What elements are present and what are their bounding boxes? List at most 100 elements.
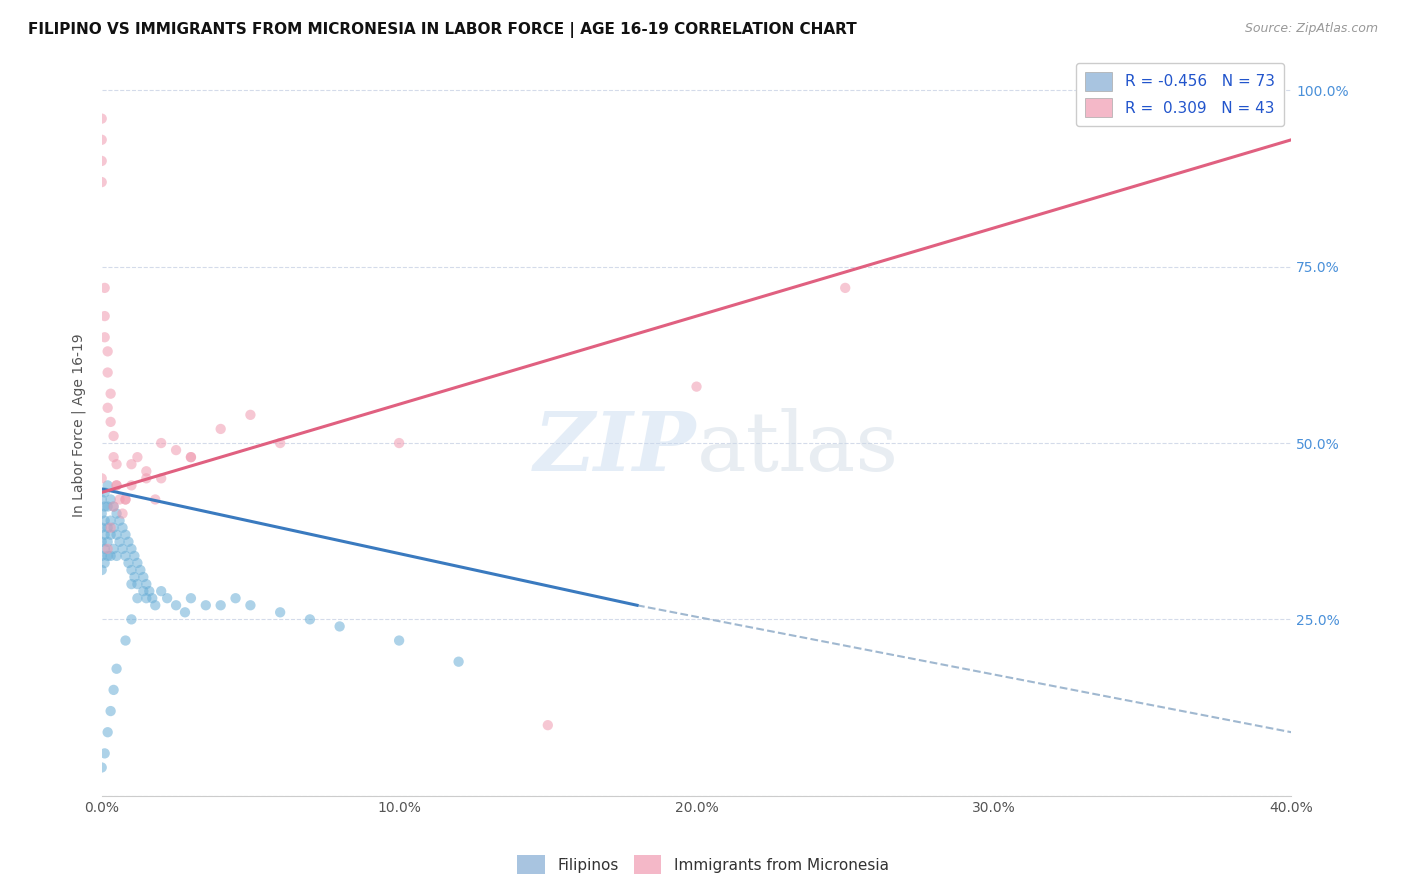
Point xyxy=(97,534,120,549)
Point xyxy=(100,527,122,541)
Point xyxy=(127,591,149,606)
Point xyxy=(111,541,134,556)
Point xyxy=(150,584,173,599)
Point xyxy=(120,541,142,556)
Point xyxy=(97,344,120,359)
Point xyxy=(225,591,247,606)
Point xyxy=(114,527,136,541)
Point xyxy=(97,549,120,563)
Point xyxy=(105,549,128,563)
Point xyxy=(117,556,139,570)
Point xyxy=(388,633,411,648)
Point xyxy=(93,500,115,514)
Point xyxy=(108,514,131,528)
Point xyxy=(141,591,163,606)
Point xyxy=(105,478,128,492)
Point xyxy=(90,760,112,774)
Point xyxy=(97,500,120,514)
Point xyxy=(97,401,120,415)
Point xyxy=(180,450,202,465)
Point xyxy=(120,612,142,626)
Point xyxy=(114,549,136,563)
Point xyxy=(117,534,139,549)
Point xyxy=(114,633,136,648)
Point xyxy=(129,563,152,577)
Point xyxy=(103,500,125,514)
Point xyxy=(143,492,166,507)
Point xyxy=(90,112,112,126)
Point xyxy=(120,478,142,492)
Point xyxy=(180,450,202,465)
Point xyxy=(174,605,197,619)
Point xyxy=(90,549,112,563)
Point xyxy=(298,612,321,626)
Point xyxy=(105,478,128,492)
Point xyxy=(114,492,136,507)
Point xyxy=(209,599,232,613)
Point xyxy=(100,386,122,401)
Point xyxy=(135,577,157,591)
Point xyxy=(124,549,146,563)
Point xyxy=(150,471,173,485)
Point xyxy=(114,492,136,507)
Point xyxy=(103,682,125,697)
Point xyxy=(93,485,115,500)
Point xyxy=(90,521,112,535)
Point xyxy=(97,521,120,535)
Point xyxy=(135,471,157,485)
Point xyxy=(103,450,125,465)
Point xyxy=(93,309,115,323)
Point xyxy=(103,541,125,556)
Legend: Filipinos, Immigrants from Micronesia: Filipinos, Immigrants from Micronesia xyxy=(512,849,894,880)
Point xyxy=(388,436,411,450)
Point xyxy=(165,599,187,613)
Point xyxy=(90,133,112,147)
Point xyxy=(105,457,128,471)
Point xyxy=(124,570,146,584)
Point xyxy=(90,563,112,577)
Legend: R = -0.456   N = 73, R =  0.309   N = 43: R = -0.456 N = 73, R = 0.309 N = 43 xyxy=(1076,62,1284,126)
Point xyxy=(90,534,112,549)
Point xyxy=(127,577,149,591)
Point xyxy=(120,457,142,471)
Point xyxy=(120,577,142,591)
Point xyxy=(100,514,122,528)
Point xyxy=(93,527,115,541)
Point xyxy=(90,153,112,168)
Point xyxy=(100,704,122,718)
Point xyxy=(93,747,115,761)
Point xyxy=(93,281,115,295)
Point xyxy=(97,366,120,380)
Point xyxy=(97,725,120,739)
Point xyxy=(180,591,202,606)
Text: Source: ZipAtlas.com: Source: ZipAtlas.com xyxy=(1244,22,1378,36)
Point xyxy=(537,718,560,732)
Text: FILIPINO VS IMMIGRANTS FROM MICRONESIA IN LABOR FORCE | AGE 16-19 CORRELATION CH: FILIPINO VS IMMIGRANTS FROM MICRONESIA I… xyxy=(28,22,856,38)
Point xyxy=(93,330,115,344)
Point xyxy=(132,570,155,584)
Point xyxy=(209,422,232,436)
Point xyxy=(100,492,122,507)
Point xyxy=(90,471,112,485)
Point xyxy=(93,541,115,556)
Text: atlas: atlas xyxy=(696,408,898,488)
Point xyxy=(127,556,149,570)
Point xyxy=(120,563,142,577)
Point xyxy=(239,408,262,422)
Point xyxy=(239,599,262,613)
Point xyxy=(108,492,131,507)
Point xyxy=(447,655,470,669)
Point xyxy=(100,521,122,535)
Point xyxy=(127,450,149,465)
Point xyxy=(103,521,125,535)
Point xyxy=(100,415,122,429)
Text: ZIP: ZIP xyxy=(534,408,696,488)
Point xyxy=(150,436,173,450)
Point xyxy=(105,507,128,521)
Point xyxy=(100,549,122,563)
Point xyxy=(97,478,120,492)
Point xyxy=(156,591,179,606)
Point xyxy=(135,591,157,606)
Point xyxy=(103,500,125,514)
Point xyxy=(103,429,125,443)
